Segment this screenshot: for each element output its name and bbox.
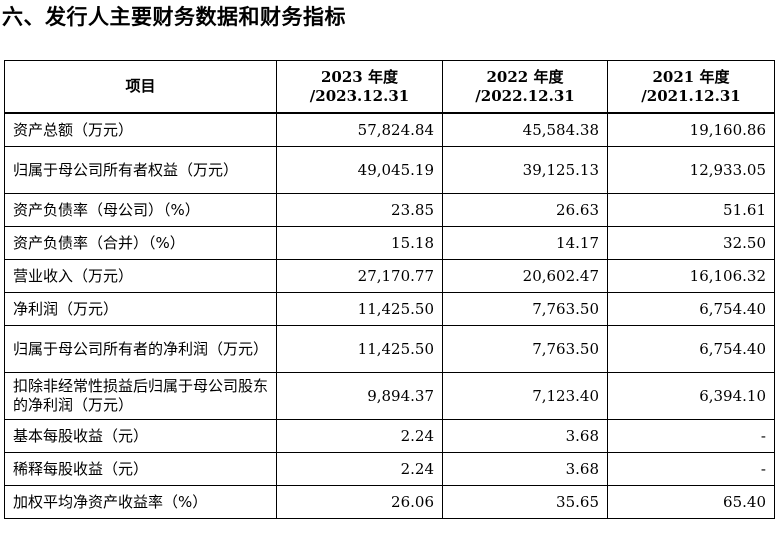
value-2022: 35.65 (442, 485, 608, 519)
value-2023: 11,425.50 (276, 325, 443, 373)
value-2023: 11,425.50 (276, 292, 443, 326)
value-2021: 19,160.86 (607, 112, 775, 147)
header-2023: 2023 年度 /2023.12.31 (276, 60, 443, 114)
table-row: 归属于母公司所有者权益（万元） 49,045.19 39,125.13 12,9… (4, 146, 775, 194)
value-2021: - (607, 452, 775, 486)
value-2021: - (607, 419, 775, 453)
value-2022: 20,602.47 (442, 259, 608, 293)
row-label: 加权平均净资产收益率（%） (4, 485, 277, 519)
table-row: 资产负债率（合并）（%） 15.18 14.17 32.50 (4, 226, 775, 260)
header-2022-line2: /2022.12.31 (475, 86, 575, 105)
value-2023: 26.06 (276, 485, 443, 519)
value-2023: 27,170.77 (276, 259, 443, 293)
page-title: 六、发行人主要财务数据和财务指标 (2, 5, 346, 29)
value-2022: 45,584.38 (442, 112, 608, 147)
table-header-row: 项目 2023 年度 /2023.12.31 2022 年度 /2022.12.… (4, 60, 775, 114)
table-row: 净利润（万元） 11,425.50 7,763.50 6,754.40 (4, 292, 775, 326)
header-2022-line1: 2022 年度 (486, 67, 564, 86)
value-2023: 49,045.19 (276, 146, 443, 194)
value-2023: 57,824.84 (276, 112, 443, 147)
value-2021: 32.50 (607, 226, 775, 260)
value-2022: 39,125.13 (442, 146, 608, 194)
value-2022: 3.68 (442, 419, 608, 453)
row-label: 稀释每股收益（元） (4, 452, 277, 486)
row-label: 归属于母公司所有者权益（万元） (4, 146, 277, 194)
value-2021: 6,394.10 (607, 372, 775, 420)
value-2022: 7,763.50 (442, 292, 608, 326)
value-2023: 9,894.37 (276, 372, 443, 420)
financial-data-table: 项目 2023 年度 /2023.12.31 2022 年度 /2022.12.… (4, 60, 775, 519)
header-2021-line2: /2021.12.31 (641, 86, 741, 105)
value-2021: 65.40 (607, 485, 775, 519)
table-row: 加权平均净资产收益率（%） 26.06 35.65 65.40 (4, 485, 775, 519)
value-2021: 16,106.32 (607, 259, 775, 293)
row-label: 净利润（万元） (4, 292, 277, 326)
value-2023: 23.85 (276, 193, 443, 227)
header-item: 项目 (4, 60, 277, 114)
header-item-label: 项目 (125, 77, 156, 95)
table-row: 扣除非经常性损益后归属于母公司股东的净利润（万元） 9,894.37 7,123… (4, 372, 775, 420)
row-label: 基本每股收益（元） (4, 419, 277, 453)
table-row: 资产负债率（母公司）（%） 23.85 26.63 51.61 (4, 193, 775, 227)
value-2021: 51.61 (607, 193, 775, 227)
value-2021: 6,754.40 (607, 292, 775, 326)
value-2022: 7,763.50 (442, 325, 608, 373)
value-2022: 26.63 (442, 193, 608, 227)
header-2021: 2021 年度 /2021.12.31 (607, 60, 775, 114)
value-2023: 2.24 (276, 419, 443, 453)
table-row: 营业收入（万元） 27,170.77 20,602.47 16,106.32 (4, 259, 775, 293)
header-2023-line1: 2023 年度 (321, 67, 398, 86)
value-2022: 14.17 (442, 226, 608, 260)
row-label: 资产负债率（母公司）（%） (4, 193, 277, 227)
header-2023-line2: /2023.12.31 (309, 86, 410, 105)
header-2021-line1: 2021 年度 (652, 67, 730, 86)
value-2021: 6,754.40 (607, 325, 775, 373)
value-2023: 2.24 (276, 452, 443, 486)
value-2023: 15.18 (276, 226, 443, 260)
table-row: 基本每股收益（元） 2.24 3.68 - (4, 419, 775, 453)
row-label: 资产总额（万元） (4, 112, 277, 147)
row-label: 资产负债率（合并）（%） (4, 226, 277, 260)
value-2022: 7,123.40 (442, 372, 608, 420)
table-row: 归属于母公司所有者的净利润（万元） 11,425.50 7,763.50 6,7… (4, 325, 775, 373)
row-label: 营业收入（万元） (4, 259, 277, 293)
value-2022: 3.68 (442, 452, 608, 486)
table-row: 稀释每股收益（元） 2.24 3.68 - (4, 452, 775, 486)
header-2022: 2022 年度 /2022.12.31 (442, 60, 608, 114)
table-row: 资产总额（万元） 57,824.84 45,584.38 19,160.86 (4, 112, 775, 147)
row-label: 归属于母公司所有者的净利润（万元） (4, 325, 277, 373)
row-label: 扣除非经常性损益后归属于母公司股东的净利润（万元） (4, 372, 277, 420)
value-2021: 12,933.05 (607, 146, 775, 194)
